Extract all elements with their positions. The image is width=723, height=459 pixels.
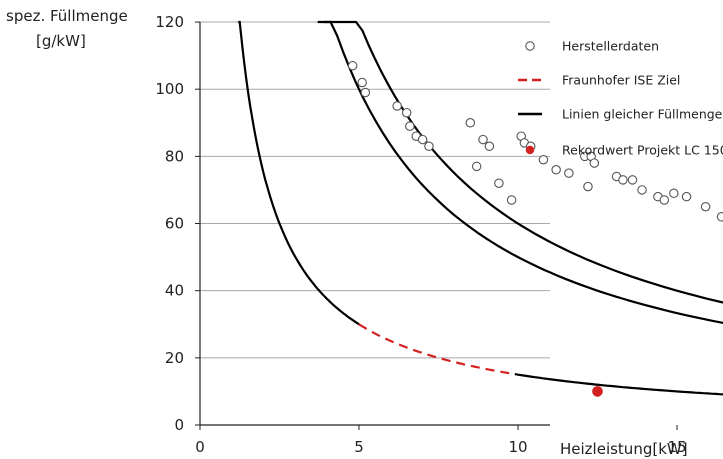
herstellerdaten-point xyxy=(401,107,412,118)
legend-label-2: Linien gleicher Füllmenge xyxy=(562,107,723,122)
herstellerdaten-point xyxy=(681,191,692,202)
x-tick-label-0: 0 xyxy=(195,438,205,456)
herstellerdaten-point xyxy=(347,60,358,71)
y-tick-label-80: 80 xyxy=(165,147,184,165)
herstellerdaten-point xyxy=(424,141,434,152)
herstellerdaten-point xyxy=(627,175,638,185)
curves: 600500150 xyxy=(238,20,723,396)
herstellerdaten-point xyxy=(618,175,628,185)
data-points xyxy=(347,60,723,397)
x-tick-label-10: 10 xyxy=(508,438,527,456)
curve-600-0 xyxy=(324,20,723,304)
y-tick-label-40: 40 xyxy=(165,282,184,300)
herstellerdaten-point xyxy=(357,77,367,88)
herstellerdaten-point xyxy=(538,154,549,165)
y-axis-title-line2: [g/kW] xyxy=(36,32,86,50)
herstellerdaten-point xyxy=(471,161,482,172)
herstellerdaten-point xyxy=(637,185,647,195)
legend: Herstellerdaten Fraunhofer ISE Ziel Linien… xyxy=(518,39,723,158)
herstellerdaten-point xyxy=(551,165,561,175)
y-tick-label-0: 0 xyxy=(174,416,184,434)
tick-labels: 02040608010012005101520 xyxy=(155,13,686,456)
x-tick-label-15: 15 xyxy=(667,438,686,456)
herstellerdaten-point xyxy=(405,121,415,131)
herstellerdaten-point xyxy=(583,181,593,192)
herstellerdaten-point xyxy=(564,168,574,178)
herstellerdaten-point xyxy=(700,201,711,212)
herstellerdaten-point xyxy=(589,158,600,168)
herstellerdaten-point xyxy=(716,212,723,222)
curve-150-4 xyxy=(514,373,723,396)
legend-label-3: Rekordwert Projekt LC 150 xyxy=(562,143,723,158)
legend-label-0: Herstellerdaten xyxy=(562,39,659,54)
herstellerdaten-point xyxy=(360,87,371,98)
herstellerdaten-point xyxy=(506,195,517,205)
herstellerdaten-point xyxy=(484,141,495,152)
y-tick-label-120: 120 xyxy=(155,13,184,31)
y-tick-label-60: 60 xyxy=(165,215,184,233)
y-tick-label-20: 20 xyxy=(165,349,184,367)
herstellerdaten-point xyxy=(417,134,428,145)
x-axis-title: Heizleistung[kW] xyxy=(560,440,688,458)
herstellerdaten-point xyxy=(478,134,488,145)
curve-500-1 xyxy=(317,20,723,325)
fraunhofer-target-curve xyxy=(358,323,515,376)
herstellerdaten-point xyxy=(465,118,476,128)
herstellerdaten-point xyxy=(669,188,679,199)
axes xyxy=(195,21,678,430)
legend-label-1: Fraunhofer ISE Ziel xyxy=(562,73,680,88)
herstellerdaten-point xyxy=(494,178,504,188)
legend-red-dot-icon xyxy=(525,145,535,155)
grid-lines xyxy=(200,21,550,359)
rekordwert-point xyxy=(592,386,603,397)
herstellerdaten-point xyxy=(392,101,402,111)
curve-150-2 xyxy=(238,20,360,326)
y-tick-label-100: 100 xyxy=(155,80,184,98)
y-axis-title-line1: spez. Füllmenge xyxy=(6,7,128,25)
legend-open-circle-icon xyxy=(525,41,535,51)
x-tick-label-5: 5 xyxy=(354,438,364,456)
herstellerdaten-point xyxy=(659,195,670,205)
